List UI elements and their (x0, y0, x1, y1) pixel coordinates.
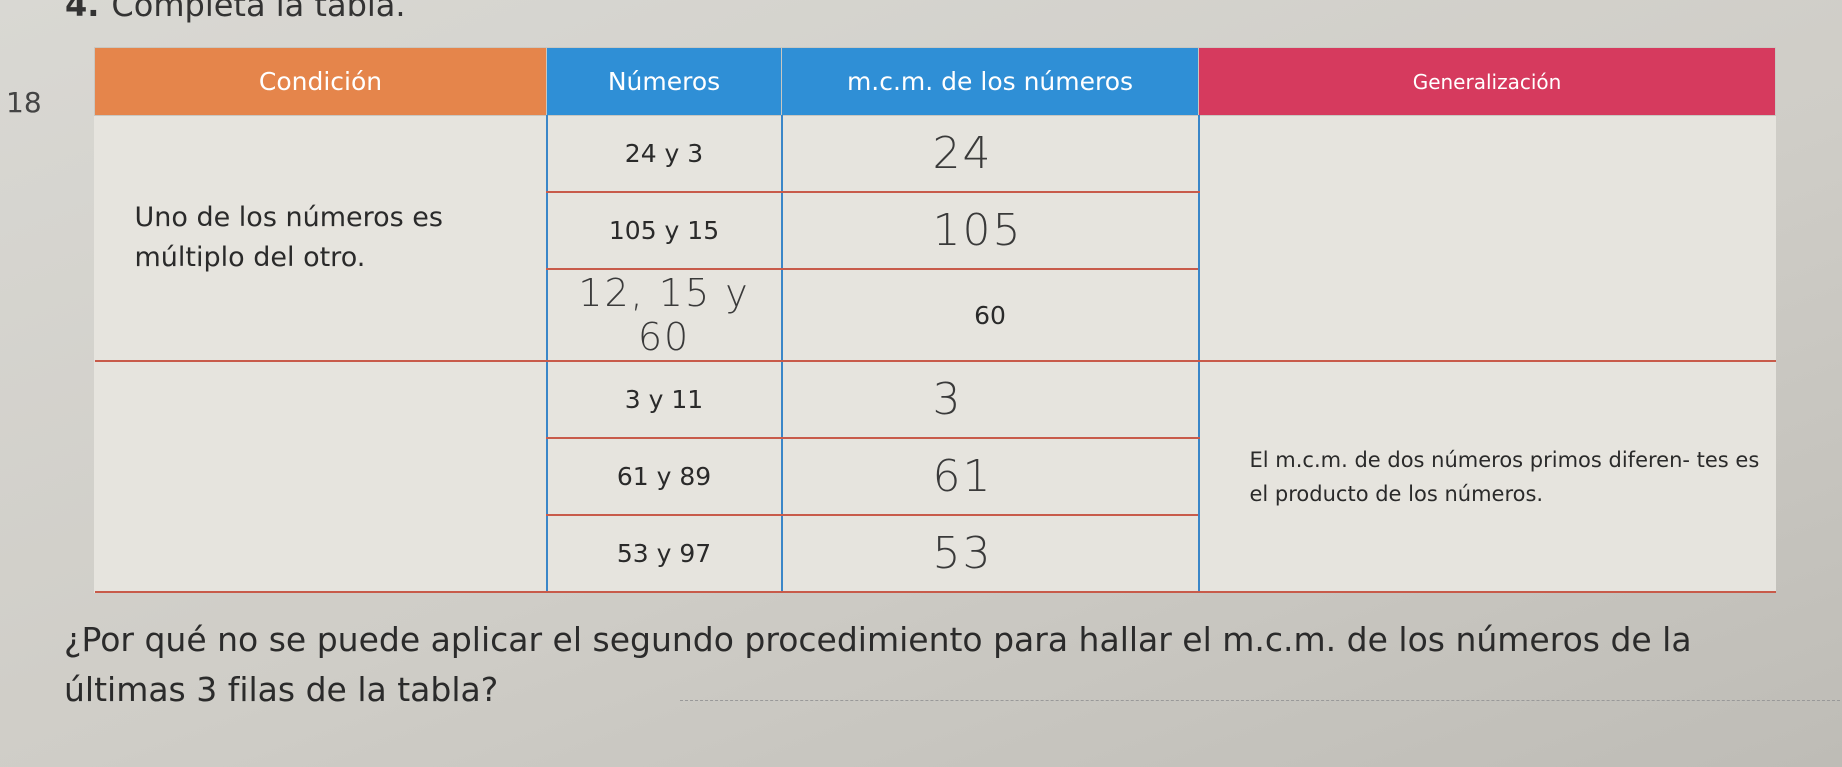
column-header: Condición (94, 47, 547, 116)
lcm-cell: 3 (780, 361, 1199, 439)
lcm-cell: 105 (780, 192, 1199, 270)
heading: 4. Completa la tabla. (65, 0, 406, 24)
table-row: 3 y 11 3 El m.c.m. de dos números primos… (94, 361, 1776, 593)
numbers-cell: 53 y 97 (545, 515, 782, 593)
lcm-cell: 53 (780, 515, 1199, 593)
table-row: Uno de los números es múltiplo del otro.… (94, 115, 1776, 362)
exercise-number: 4. (65, 0, 100, 24)
table-row: 12, 15 y 60 60 (95, 269, 1776, 362)
numbers-cell: 12, 15 y 60 (545, 269, 782, 362)
lcm-cell: 24 (780, 115, 1199, 193)
generalization-cell (1197, 115, 1776, 362)
condition-cell: Uno de los números es múltiplo del otro. (94, 115, 547, 362)
table-row: 53 y 97 53 (95, 515, 1776, 593)
condition-cell (94, 361, 547, 593)
column-header: Números (546, 47, 782, 116)
table-row: 105 y 15 105 (95, 192, 1776, 270)
column-header: Generalización (1198, 47, 1776, 116)
header-row: Condición Números m.c.m. de los números … (94, 47, 1776, 116)
question-line: últimas 3 filas de la tabla? (64, 670, 499, 709)
margin-note: 18 (6, 86, 42, 119)
numbers-cell: 61 y 89 (545, 438, 782, 516)
column-header: m.c.m. de los números (781, 47, 1199, 116)
table-row: 61 y 89 61 (95, 438, 1776, 516)
exercise-title: Completa la tabla. (111, 0, 406, 24)
numbers-cell: 24 y 3 (545, 115, 782, 193)
question-line: ¿Por qué no se puede aplicar el segundo … (64, 620, 1692, 659)
answer-line (680, 700, 1840, 701)
lcm-table: Condición Números m.c.m. de los números … (94, 47, 1776, 593)
lcm-cell: 60 (780, 269, 1199, 362)
lcm-cell: 61 (780, 438, 1199, 516)
generalization-cell: El m.c.m. de dos números primos diferen-… (1197, 361, 1776, 593)
numbers-cell: 105 y 15 (545, 192, 782, 270)
numbers-cell: 3 y 11 (545, 361, 782, 439)
